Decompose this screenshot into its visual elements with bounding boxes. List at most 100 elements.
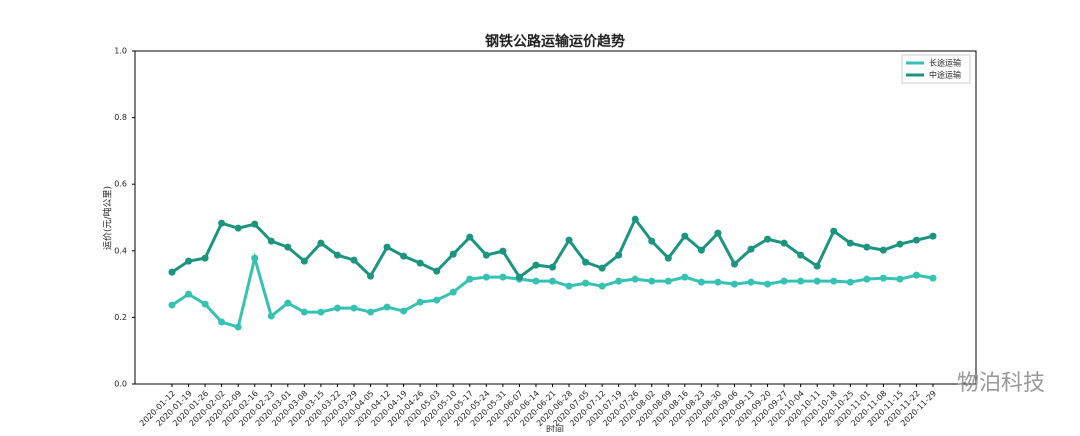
data-point (797, 277, 805, 285)
data-point (912, 271, 920, 279)
data-point (449, 250, 457, 258)
data-point (747, 245, 755, 253)
plot-frame (134, 50, 977, 385)
data-point (730, 280, 738, 288)
y-tick-label: 0.8 (114, 113, 127, 122)
data-point (433, 267, 441, 275)
data-point (333, 251, 341, 259)
data-point (185, 257, 193, 265)
data-point (697, 246, 705, 254)
data-point (863, 243, 871, 251)
y-tick-label: 0.4 (114, 246, 127, 255)
data-point (300, 308, 308, 316)
data-point (317, 239, 325, 247)
y-axis-label: 运价(元/吨公里) (102, 186, 114, 250)
data-point (813, 277, 821, 285)
legend-box (901, 54, 971, 84)
data-point (565, 236, 573, 244)
data-point (267, 312, 275, 320)
data-point (433, 296, 441, 304)
data-point (582, 258, 590, 266)
data-point (615, 251, 623, 259)
data-point (201, 300, 209, 308)
data-point (300, 257, 308, 265)
data-point (747, 278, 755, 286)
y-tick-label: 0.2 (114, 313, 127, 322)
data-point (830, 277, 838, 285)
y-tick-label: 0.6 (114, 180, 127, 189)
data-point (466, 233, 474, 241)
data-point (912, 236, 920, 244)
data-point (251, 254, 259, 262)
data-point (515, 273, 523, 281)
data-point (168, 301, 176, 309)
data-point (896, 275, 904, 283)
data-point (466, 275, 474, 283)
data-point (284, 243, 292, 251)
data-point (714, 278, 722, 286)
data-point (333, 304, 341, 312)
legend-label: 中途运输 (929, 70, 961, 80)
data-point (929, 232, 937, 240)
data-point (383, 243, 391, 251)
data-point (416, 298, 424, 306)
data-point (532, 261, 540, 269)
data-point (449, 288, 457, 296)
data-point (697, 278, 705, 286)
data-point (664, 254, 672, 262)
data-point (730, 260, 738, 268)
data-point (367, 272, 375, 280)
data-point (350, 304, 358, 312)
data-point (251, 220, 259, 228)
data-point (482, 251, 490, 259)
data-point (383, 303, 391, 311)
data-point (648, 277, 656, 285)
y-tick-label: 0.0 (114, 380, 127, 389)
data-point (764, 235, 772, 243)
watermark: 物泊科技 (957, 371, 1045, 396)
data-point (400, 307, 408, 315)
data-point (846, 278, 854, 286)
data-point (400, 252, 408, 260)
data-point (780, 239, 788, 247)
data-point (714, 229, 722, 237)
data-point (813, 262, 821, 270)
data-point (185, 290, 193, 298)
data-point (367, 308, 375, 316)
data-point (879, 274, 887, 282)
data-point (234, 224, 242, 232)
chart-title: 钢铁公路运输运价趋势 (485, 33, 625, 50)
data-point (416, 259, 424, 267)
data-point (664, 277, 672, 285)
data-point (218, 219, 226, 227)
data-point (631, 275, 639, 283)
data-point (499, 273, 507, 281)
data-point (846, 239, 854, 247)
data-point (234, 323, 242, 331)
data-point (284, 299, 292, 307)
data-point (549, 277, 556, 285)
data-point (499, 247, 507, 255)
data-point (681, 232, 689, 240)
data-point (863, 275, 871, 283)
data-point (482, 273, 490, 281)
data-point (549, 263, 556, 271)
data-point (267, 237, 275, 245)
data-point (797, 251, 805, 259)
data-point (168, 268, 176, 276)
data-point (218, 318, 226, 326)
data-point (896, 240, 904, 248)
data-point (780, 277, 788, 285)
data-point (648, 237, 656, 245)
data-point (350, 256, 358, 264)
legend-label: 长途运输 (929, 58, 961, 68)
data-point (681, 273, 689, 281)
data-point (317, 308, 325, 316)
data-point (532, 277, 540, 285)
data-point (201, 254, 209, 262)
data-point (879, 246, 887, 254)
data-point (631, 215, 639, 223)
data-point (598, 264, 606, 272)
data-point (764, 280, 772, 288)
